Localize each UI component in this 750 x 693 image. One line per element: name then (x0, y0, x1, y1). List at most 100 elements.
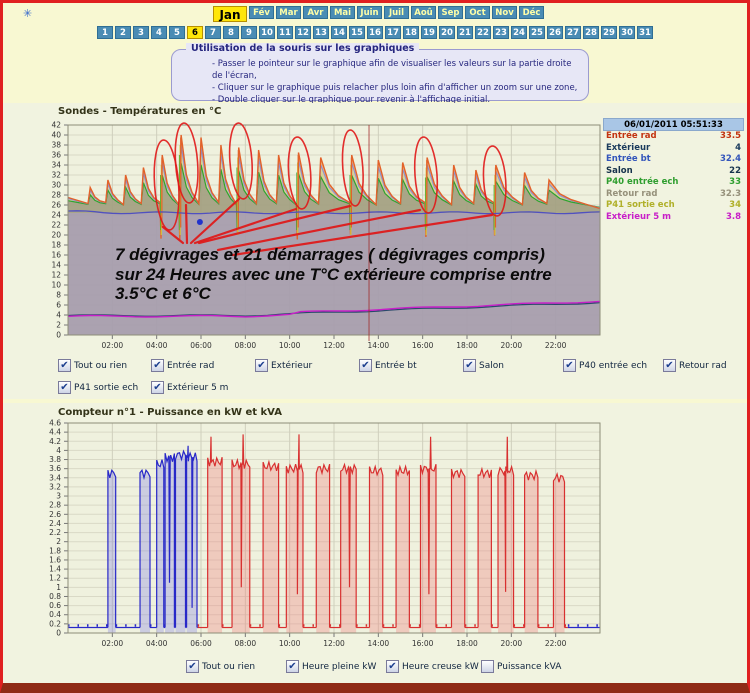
day-button-2[interactable]: 2 (115, 26, 131, 39)
readout-row-entrée-bt: Entrée bt 32.4 (603, 154, 744, 166)
checkbox-entrée-rad[interactable]: ✔ Entrée rad (151, 359, 214, 372)
month-button-juil[interactable]: Juil (384, 6, 409, 19)
checked-checkbox-icon[interactable]: ✔ (663, 359, 676, 372)
checkbox-salon[interactable]: ✔ Salon (463, 359, 504, 372)
readout-value: 22 (729, 165, 741, 176)
month-button-mai[interactable]: Mai (330, 6, 355, 19)
day-button-15[interactable]: 15 (349, 26, 365, 39)
day-button-9[interactable]: 9 (241, 26, 257, 39)
checkbox-label: Puissance kVA (497, 661, 562, 672)
svg-text:08:00: 08:00 (235, 639, 257, 648)
checked-checkbox-icon[interactable]: ✔ (151, 381, 164, 394)
checked-checkbox-icon[interactable]: ✔ (563, 359, 576, 372)
svg-text:22:00: 22:00 (545, 639, 567, 648)
svg-text:1.4: 1.4 (49, 565, 61, 574)
svg-text:20: 20 (51, 231, 61, 240)
day-button-14[interactable]: 14 (331, 26, 347, 39)
checkbox-label: Entrée bt (375, 360, 417, 371)
readout-label: P41 sortie ech (606, 200, 675, 210)
month-button-fév[interactable]: Fév (249, 6, 274, 19)
svg-text:12:00: 12:00 (323, 341, 345, 350)
day-button-5[interactable]: 5 (169, 26, 185, 39)
month-button-sep[interactable]: Sep (438, 6, 463, 19)
unchecked-checkbox-icon[interactable] (481, 660, 494, 673)
readout-label: Extérieur (606, 142, 651, 153)
checked-checkbox-icon[interactable]: ✔ (255, 359, 268, 372)
day-button-11[interactable]: 11 (277, 26, 293, 39)
day-selector-bar: 1 2 3 4 5 6 7 8 9 10 11 12 13 14 15 16 17 18 19 20 21 22 23 24 2… (97, 26, 653, 39)
day-button-1[interactable]: 1 (97, 26, 113, 39)
day-button-28[interactable]: 28 (583, 26, 599, 39)
svg-text:8: 8 (56, 291, 61, 300)
day-button-18[interactable]: 18 (403, 26, 419, 39)
svg-text:0: 0 (56, 331, 61, 340)
checkbox-heure-creuse-kw[interactable]: ✔ Heure creuse kW (386, 660, 479, 673)
month-button-jan[interactable]: Jan (213, 6, 247, 22)
readout-value: 4 (735, 142, 741, 153)
checked-checkbox-icon[interactable]: ✔ (186, 660, 199, 673)
day-button-26[interactable]: 26 (547, 26, 563, 39)
svg-text:16:00: 16:00 (412, 341, 434, 350)
day-button-21[interactable]: 21 (457, 26, 473, 39)
checkbox-tout-ou-rien[interactable]: ✔ Tout ou rien (58, 359, 127, 372)
checkbox-extérieur[interactable]: ✔ Extérieur (255, 359, 312, 372)
readout-panel: 06/01/2011 05:51:33 Entrée rad 33.5 Extéri… (603, 118, 744, 223)
month-button-déc[interactable]: Déc (519, 6, 544, 19)
month-button-nov[interactable]: Nov (492, 6, 517, 19)
day-button-8[interactable]: 8 (223, 26, 239, 39)
checked-checkbox-icon[interactable]: ✔ (386, 660, 399, 673)
checkbox-entrée-bt[interactable]: ✔ Entrée bt (359, 359, 417, 372)
day-button-20[interactable]: 20 (439, 26, 455, 39)
day-button-31[interactable]: 31 (637, 26, 653, 39)
month-button-oct[interactable]: Oct (465, 6, 490, 19)
svg-text:20:00: 20:00 (501, 341, 523, 350)
checkbox-extérieur-5-m[interactable]: ✔ Extérieur 5 m (151, 381, 228, 394)
day-button-13[interactable]: 13 (313, 26, 329, 39)
svg-text:14:00: 14:00 (368, 639, 390, 648)
day-button-19[interactable]: 19 (421, 26, 437, 39)
day-button-27[interactable]: 27 (565, 26, 581, 39)
checkbox-label: Heure pleine kW (302, 661, 377, 672)
day-button-10[interactable]: 10 (259, 26, 275, 39)
day-button-22[interactable]: 22 (475, 26, 491, 39)
checked-checkbox-icon[interactable]: ✔ (463, 359, 476, 372)
day-button-4[interactable]: 4 (151, 26, 167, 39)
svg-text:18:00: 18:00 (456, 341, 478, 350)
day-button-30[interactable]: 30 (619, 26, 635, 39)
checkbox-p40-entrée-ech[interactable]: ✔ P40 entrée ech (563, 359, 647, 372)
checkbox-heure-pleine-kw[interactable]: ✔ Heure pleine kW (286, 660, 376, 673)
svg-text:20:00: 20:00 (501, 639, 523, 648)
month-button-aoû[interactable]: Aoû (411, 6, 436, 19)
checked-checkbox-icon[interactable]: ✔ (359, 359, 372, 372)
checkbox-puissance-kva[interactable]: Puissance kVA (481, 660, 561, 673)
month-button-juin[interactable]: Juin (357, 6, 382, 19)
day-button-16[interactable]: 16 (367, 26, 383, 39)
svg-text:40: 40 (51, 131, 61, 140)
checkbox-tout-ou-rien[interactable]: ✔ Tout ou rien (186, 660, 255, 673)
day-button-12[interactable]: 12 (295, 26, 311, 39)
day-button-24[interactable]: 24 (511, 26, 527, 39)
checked-checkbox-icon[interactable]: ✔ (151, 359, 164, 372)
day-button-7[interactable]: 7 (205, 26, 221, 39)
checkbox-p41-sortie-ech[interactable]: ✔ P41 sortie ech (58, 381, 138, 394)
power-chart-title: Compteur n°1 - Puissance en kW et kVA (58, 407, 282, 418)
checked-checkbox-icon[interactable]: ✔ (58, 359, 71, 372)
svg-text:6: 6 (56, 301, 61, 310)
day-button-3[interactable]: 3 (133, 26, 149, 39)
checked-checkbox-icon[interactable]: ✔ (58, 381, 71, 394)
temperature-chart-canvas[interactable]: 0246810121416182022242628303234363840420… (3, 115, 750, 357)
day-button-29[interactable]: 29 (601, 26, 617, 39)
day-button-17[interactable]: 17 (385, 26, 401, 39)
day-button-25[interactable]: 25 (529, 26, 545, 39)
day-button-6[interactable]: 6 (187, 26, 203, 39)
checkbox-label: Tout ou rien (202, 661, 256, 672)
day-button-23[interactable]: 23 (493, 26, 509, 39)
month-button-mar[interactable]: Mar (276, 6, 301, 19)
svg-text:16:00: 16:00 (412, 639, 434, 648)
checked-checkbox-icon[interactable]: ✔ (286, 660, 299, 673)
readout-row-entrée-rad: Entrée rad 33.5 (603, 131, 744, 143)
power-chart-canvas[interactable]: 00.20.40.60.811.21.41.61.822.22.42.62.83… (3, 415, 750, 655)
month-button-avr[interactable]: Avr (303, 6, 328, 19)
checkbox-retour-rad[interactable]: ✔ Retour rad (663, 359, 727, 372)
